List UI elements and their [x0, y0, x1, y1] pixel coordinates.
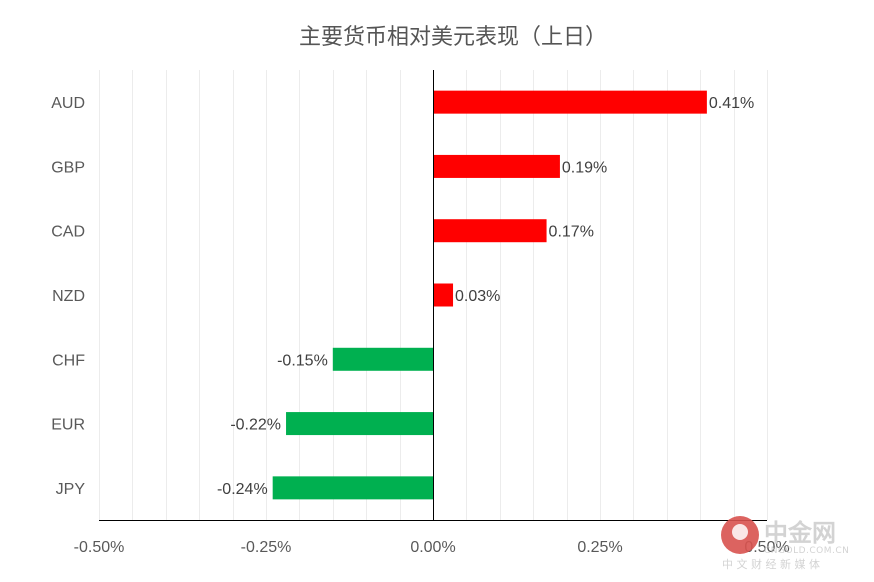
x-tick-labels: -0.50% -0.25% 0.00% 0.25% 0.50%	[74, 539, 790, 556]
bar-nzd	[433, 283, 454, 307]
data-label-gbp: 0.19%	[562, 159, 607, 176]
data-label-cad: 0.17%	[549, 224, 594, 241]
data-label-jpy: -0.24%	[217, 481, 268, 498]
chart-title: 主要货币相对美元表现（上日）	[299, 25, 607, 50]
category-label-cad: CAD	[51, 224, 85, 241]
bar-aud	[433, 90, 707, 114]
category-label-jpy: JPY	[56, 481, 86, 498]
watermark-logo-inner-icon	[732, 524, 748, 540]
watermark-brand: 中金网	[764, 519, 836, 547]
watermark-domain: CNGOLD.COM.CN	[764, 546, 849, 556]
data-label-nzd: 0.03%	[455, 288, 500, 305]
bar-jpy	[272, 476, 433, 500]
bar-cad	[433, 219, 547, 243]
bars	[272, 90, 707, 500]
category-label-aud: AUD	[51, 95, 85, 112]
x-tick-label: 0.00%	[410, 539, 455, 556]
bar-eur	[286, 412, 433, 436]
watermark-tagline: 中 文 财 经 新 媒 体	[722, 557, 820, 571]
data-labels: 0.41% 0.19% 0.17% 0.03% -0.15% -0.22% -0.24%	[217, 95, 754, 498]
bar-chf	[332, 347, 433, 371]
data-label-chf: -0.15%	[277, 352, 328, 369]
data-label-eur: -0.22%	[230, 417, 281, 434]
watermark: 中金网 CNGOLD.COM.CN 中 文 财 经 新 媒 体	[721, 516, 849, 571]
category-labels: AUD GBP CAD NZD CHF EUR JPY	[51, 95, 85, 498]
category-label-nzd: NZD	[52, 288, 85, 305]
category-label-eur: EUR	[51, 417, 85, 434]
data-label-aud: 0.41%	[709, 95, 754, 112]
x-tick-label: -0.25%	[241, 539, 292, 556]
category-label-chf: CHF	[52, 352, 85, 369]
x-tick-label: 0.25%	[577, 539, 622, 556]
x-tick-label: -0.50%	[74, 539, 125, 556]
bar-gbp	[433, 154, 560, 178]
category-label-gbp: GBP	[51, 159, 85, 176]
